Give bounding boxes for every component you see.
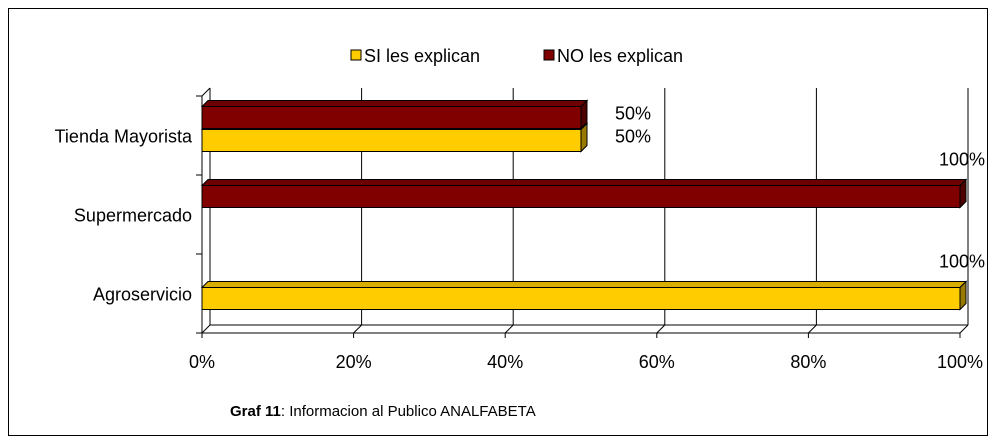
x-tick-label: 60% (639, 352, 675, 372)
tick-mark (201, 324, 211, 334)
bar (200, 99, 589, 130)
chart-frame (8, 8, 988, 436)
x-tick-label: 80% (790, 352, 826, 372)
y-tick-label: Agroservicio (93, 284, 192, 304)
bar-face (201, 287, 961, 310)
bar-face (201, 129, 582, 152)
legend-swatch (350, 49, 362, 61)
x-tick-label: 20% (336, 352, 372, 372)
bar-face (201, 185, 961, 208)
bar-face (201, 106, 582, 129)
x-tick-label: 100% (937, 352, 983, 372)
caption: Graf 11: Informacion al Publico ANALFABE… (230, 403, 536, 420)
bar-face (200, 179, 968, 186)
bar (200, 178, 968, 209)
caption-text: : Informacion al Publico ANALFABETA (281, 403, 536, 420)
bar-face (200, 281, 968, 288)
data-label: 100% (939, 251, 985, 271)
tick-mark (504, 324, 514, 334)
axis-wall (201, 87, 211, 97)
y-tick-label: Tienda Mayorista (55, 126, 193, 146)
bar (200, 280, 968, 311)
x-tick-label: 0% (189, 352, 215, 372)
legend-swatch (543, 49, 555, 61)
caption-bold: Graf 11 (230, 403, 281, 420)
tick-mark (353, 324, 362, 334)
legend-label: NO les explican (557, 46, 683, 66)
y-tick-label: Supermercado (74, 205, 192, 225)
data-label: 50% (615, 126, 651, 146)
data-label: 100% (939, 149, 985, 169)
legend-label: SI les explican (364, 46, 480, 66)
data-label: 50% (615, 103, 651, 123)
bar-face (200, 100, 589, 107)
tick-mark (808, 324, 817, 334)
tick-mark (959, 324, 969, 334)
x-tick-label: 40% (487, 352, 523, 372)
tick-mark (656, 324, 666, 334)
